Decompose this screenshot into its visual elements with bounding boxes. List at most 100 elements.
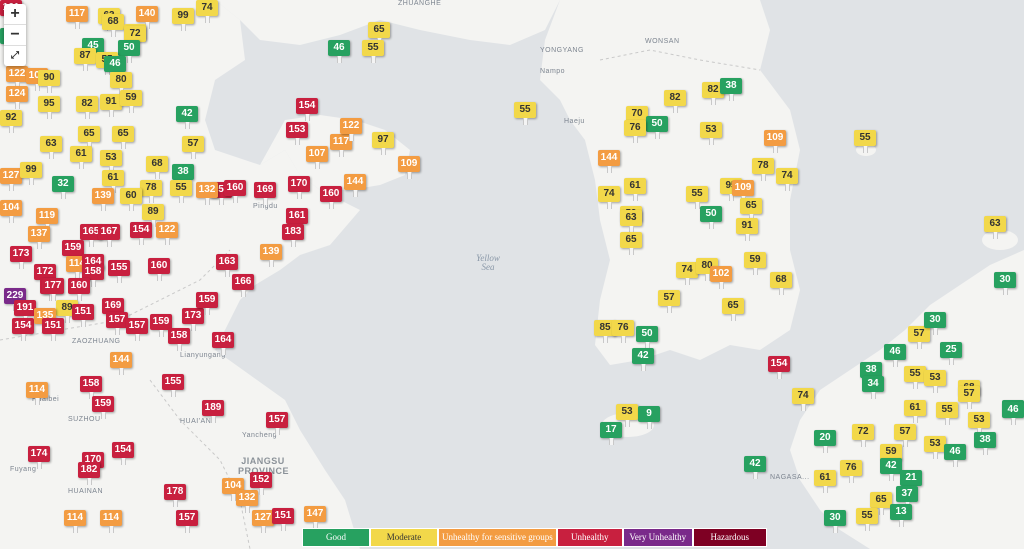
- aqi-station-marker[interactable]: 158: [80, 376, 102, 399]
- aqi-station-marker[interactable]: 82: [664, 90, 686, 113]
- aqi-station-marker[interactable]: 154: [768, 356, 790, 379]
- aqi-station-marker[interactable]: 53: [616, 404, 638, 427]
- aqi-station-marker[interactable]: 92: [0, 110, 22, 133]
- aqi-station-marker[interactable]: 38: [974, 432, 996, 455]
- aqi-station-marker[interactable]: 159: [92, 396, 114, 419]
- aqi-station-marker[interactable]: 157: [106, 312, 128, 335]
- aqi-station-marker[interactable]: 38: [172, 164, 194, 187]
- aqi-station-marker[interactable]: 53: [700, 122, 722, 145]
- aqi-station-marker[interactable]: 59: [744, 252, 766, 275]
- aqi-station-marker[interactable]: 107: [306, 146, 328, 169]
- aqi-station-marker[interactable]: 97: [372, 132, 394, 155]
- aqi-station-marker[interactable]: 30: [824, 510, 846, 533]
- aqi-station-marker[interactable]: 90: [38, 70, 60, 93]
- aqi-station-marker[interactable]: 65: [870, 492, 892, 515]
- aqi-station-marker[interactable]: 127: [252, 510, 274, 533]
- aqi-station-marker[interactable]: 61: [904, 400, 926, 423]
- aqi-station-marker[interactable]: 154: [112, 442, 134, 465]
- aqi-station-marker[interactable]: 65: [722, 298, 744, 321]
- aqi-station-marker[interactable]: 182: [78, 462, 100, 485]
- aqi-station-marker[interactable]: 177: [42, 278, 64, 301]
- aqi-station-marker[interactable]: 151: [272, 508, 294, 531]
- aqi-station-marker[interactable]: 76: [612, 320, 634, 343]
- aqi-station-marker[interactable]: 144: [344, 174, 366, 197]
- aqi-station-marker[interactable]: 82: [702, 82, 724, 105]
- aqi-station-marker[interactable]: 42: [176, 106, 198, 129]
- aqi-station-marker[interactable]: 163: [216, 254, 238, 277]
- aqi-station-marker[interactable]: 61: [624, 178, 646, 201]
- aqi-station-marker[interactable]: 57: [958, 386, 980, 409]
- aqi-station-marker[interactable]: 55: [936, 402, 958, 425]
- aqi-station-marker[interactable]: 55: [856, 508, 878, 531]
- aqi-station-marker[interactable]: 124: [6, 86, 28, 109]
- aqi-station-marker[interactable]: 61: [814, 470, 836, 493]
- aqi-station-marker[interactable]: 144: [110, 352, 132, 375]
- aqi-station-marker[interactable]: 53: [924, 370, 946, 393]
- aqi-station-marker[interactable]: 139: [92, 188, 114, 211]
- aqi-station-marker[interactable]: 53: [968, 412, 990, 435]
- aqi-station-marker[interactable]: 74: [196, 0, 218, 23]
- aqi-station-marker[interactable]: 152: [250, 472, 272, 495]
- aqi-station-marker[interactable]: 140: [136, 6, 158, 29]
- aqi-station-marker[interactable]: 78: [752, 158, 774, 181]
- aqi-station-marker[interactable]: 114: [26, 382, 48, 405]
- aqi-station-marker[interactable]: 154: [296, 98, 318, 121]
- aqi-station-marker[interactable]: 9: [638, 406, 660, 429]
- aqi-station-marker[interactable]: 144: [598, 150, 620, 173]
- aqi-station-marker[interactable]: 68: [102, 14, 124, 37]
- aqi-station-marker[interactable]: 169: [254, 182, 276, 205]
- aqi-station-marker[interactable]: 151: [72, 304, 94, 327]
- aqi-station-marker[interactable]: 57: [908, 326, 930, 349]
- aqi-station-marker[interactable]: 159: [150, 314, 172, 337]
- aqi-station-marker[interactable]: 30: [924, 312, 946, 335]
- aqi-station-marker[interactable]: 63: [620, 210, 642, 233]
- aqi-station-marker[interactable]: 117: [330, 134, 352, 157]
- aqi-station-marker[interactable]: 78: [140, 180, 162, 203]
- zoom-in-button[interactable]: +: [4, 4, 26, 25]
- aqi-station-marker[interactable]: 46: [328, 40, 350, 63]
- aqi-station-marker[interactable]: 65: [740, 198, 762, 221]
- aqi-station-marker[interactable]: 109: [398, 156, 420, 179]
- aqi-station-marker[interactable]: 80: [110, 72, 132, 95]
- aqi-station-marker[interactable]: 155: [108, 260, 130, 283]
- aqi-station-marker[interactable]: 161: [286, 208, 308, 231]
- aqi-station-marker[interactable]: 167: [98, 224, 120, 247]
- aqi-station-marker[interactable]: 57: [182, 136, 204, 159]
- zoom-out-button[interactable]: −: [4, 25, 26, 46]
- aqi-station-marker[interactable]: 61: [70, 146, 92, 169]
- aqi-station-marker[interactable]: 132: [236, 490, 258, 513]
- aqi-station-marker[interactable]: 191: [14, 300, 36, 323]
- aqi-station-marker[interactable]: 76: [840, 460, 862, 483]
- aqi-station-marker[interactable]: 59: [120, 90, 142, 113]
- aqi-station-marker[interactable]: 158: [168, 328, 190, 351]
- aqi-station-marker[interactable]: 158: [82, 264, 104, 287]
- aqi-station-marker[interactable]: 21: [900, 470, 922, 493]
- aqi-station-marker[interactable]: 160: [148, 258, 170, 281]
- aqi-station-marker[interactable]: 109: [732, 180, 754, 203]
- aqi-station-marker[interactable]: 50: [636, 326, 658, 349]
- aqi-station-marker[interactable]: 74: [792, 388, 814, 411]
- aqi-station-marker[interactable]: 65: [368, 22, 390, 45]
- aqi-station-marker[interactable]: 189: [202, 400, 224, 423]
- aqi-station-marker[interactable]: 99: [172, 8, 194, 31]
- aqi-station-marker[interactable]: 55: [514, 102, 536, 125]
- aqi-station-marker[interactable]: 89: [142, 204, 164, 227]
- aqi-station-marker[interactable]: 55: [686, 186, 708, 209]
- aqi-station-marker[interactable]: 68: [770, 272, 792, 295]
- aqi-station-marker[interactable]: 46: [1002, 402, 1024, 425]
- aqi-station-marker[interactable]: 183: [282, 224, 304, 247]
- aqi-station-marker[interactable]: 147: [304, 506, 326, 529]
- aqi-station-marker[interactable]: 30: [994, 272, 1016, 295]
- aqi-station-marker[interactable]: 46: [884, 344, 906, 367]
- aqi-station-marker[interactable]: 109: [764, 130, 786, 153]
- aqi-station-marker[interactable]: 76: [624, 120, 646, 143]
- aqi-station-marker[interactable]: 55: [362, 40, 384, 63]
- aqi-station-marker[interactable]: 178: [164, 484, 186, 507]
- aqi-station-marker[interactable]: 137: [28, 226, 50, 249]
- aqi-station-marker[interactable]: 114: [100, 510, 122, 533]
- aqi-station-marker[interactable]: 65: [78, 126, 100, 149]
- aqi-station-marker[interactable]: 102: [710, 266, 732, 289]
- aqi-station-marker[interactable]: 82: [76, 96, 98, 119]
- aqi-station-marker[interactable]: 17: [600, 422, 622, 445]
